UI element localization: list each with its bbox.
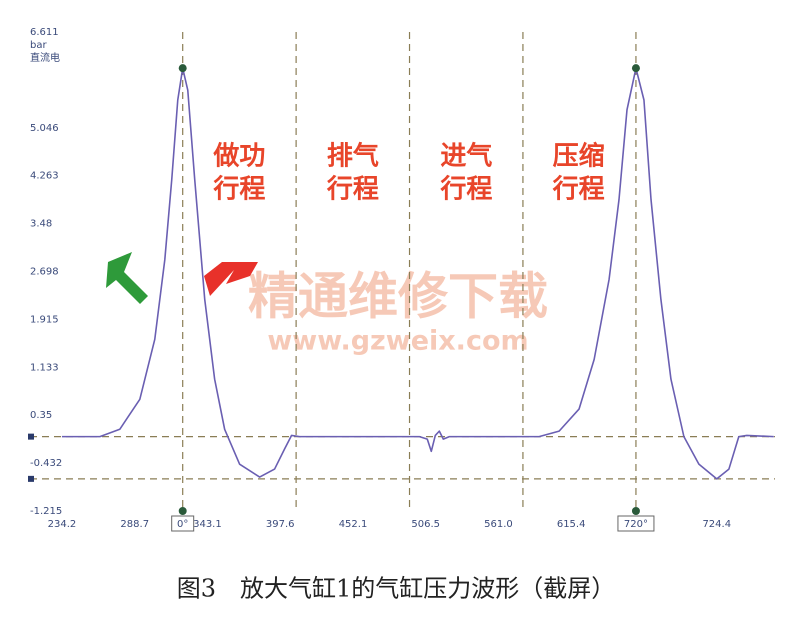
pressure-line: [61, 67, 774, 480]
stroke-label: 压缩: [553, 141, 605, 172]
y-tick-label: 5.046: [30, 123, 59, 134]
axis-dot: [631, 507, 640, 515]
marker-label: 720°: [624, 519, 648, 530]
marker-box: [171, 515, 195, 532]
stroke-label: 做功: [212, 142, 265, 172]
x-tick-label: 288.7: [120, 519, 149, 530]
watermark: 精通维修下载: [248, 268, 548, 326]
marker-label: 0°: [177, 519, 188, 530]
x-tick-label: 615.4: [557, 519, 586, 530]
unit-label: 直流电: [30, 51, 60, 64]
unit-label: bar: [30, 40, 47, 51]
x-tick-label: 724.4: [702, 519, 731, 530]
y-tick-label: 3.48: [30, 219, 52, 230]
x-tick-label: 397.6: [266, 519, 295, 530]
y-tick-label: 4.263: [30, 171, 59, 182]
stroke-label: 进气: [440, 141, 492, 172]
stroke-label: 行程: [326, 174, 379, 205]
peak-dot: [631, 64, 640, 73]
watermark: www.gzweix.com: [267, 326, 528, 357]
x-tick-label: 343.1: [193, 519, 222, 530]
stroke-label: 行程: [212, 174, 265, 205]
y-tick-label: 1.133: [30, 362, 59, 373]
y-tick-label: 1.915: [30, 314, 59, 325]
x-tick-label: 452.1: [339, 519, 368, 530]
caption: 图3 放大气缸1的气缸压力波形（截屏）: [177, 575, 616, 603]
y-tick-label: -1.215: [30, 506, 62, 517]
x-tick-label: 234.2: [48, 519, 77, 530]
x-tick-label: 506.5: [411, 519, 440, 530]
y-tick-label: 2.698: [30, 267, 59, 278]
axis-dot: [178, 507, 187, 515]
peak-dot: [178, 64, 187, 73]
reference-handle: [28, 475, 34, 482]
stroke-label: 排气: [327, 141, 379, 172]
stroke-label: 行程: [552, 174, 605, 205]
y-tick-label: 0.35: [30, 410, 52, 421]
red-arrow: [204, 262, 258, 296]
y-tick-label: -0.432: [30, 458, 62, 469]
y-tick-label: 6.611: [30, 27, 59, 38]
stroke-label: 行程: [439, 174, 492, 205]
marker-box: [617, 515, 655, 532]
green-arrow: [106, 252, 148, 304]
x-tick-label: 561.0: [484, 519, 513, 530]
reference-handle: [28, 433, 34, 440]
